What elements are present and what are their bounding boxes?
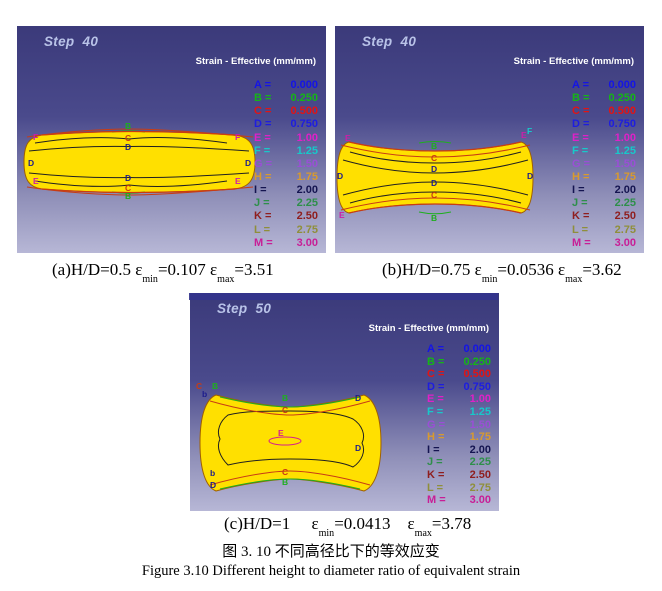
svg-text:F: F: [33, 132, 38, 142]
svg-text:D: D: [431, 164, 437, 174]
svg-text:b: b: [210, 468, 215, 478]
svg-text:E: E: [345, 133, 351, 143]
svg-text:B: B: [431, 213, 437, 223]
svg-text:b: b: [202, 389, 207, 399]
svg-text:D: D: [337, 171, 343, 181]
svg-text:D: D: [125, 173, 131, 183]
svg-text:B: B: [125, 121, 131, 131]
svg-text:C: C: [431, 153, 437, 163]
svg-text:B: B: [212, 381, 218, 391]
svg-text:C: C: [196, 381, 202, 391]
svg-text:D: D: [355, 393, 361, 403]
svg-text:D: D: [28, 158, 34, 168]
svg-text:C: C: [431, 190, 437, 200]
svg-text:E: E: [339, 210, 345, 220]
svg-text:E: E: [33, 176, 39, 186]
svg-text:D: D: [527, 171, 533, 181]
svg-text:B: B: [125, 191, 131, 201]
svg-text:D: D: [210, 480, 216, 490]
svg-text:D: D: [355, 443, 361, 453]
svg-text:F: F: [527, 126, 532, 136]
svg-text:B: B: [431, 141, 437, 151]
svg-text:D: D: [245, 158, 251, 168]
svg-text:C: C: [282, 467, 288, 477]
svg-text:E: E: [235, 176, 241, 186]
svg-text:B: B: [282, 393, 288, 403]
svg-text:E: E: [278, 428, 284, 438]
svg-text:D: D: [431, 178, 437, 188]
svg-text:F: F: [235, 132, 240, 142]
svg-text:C: C: [282, 405, 288, 415]
svg-text:B: B: [282, 477, 288, 487]
svg-text:D: D: [125, 142, 131, 152]
